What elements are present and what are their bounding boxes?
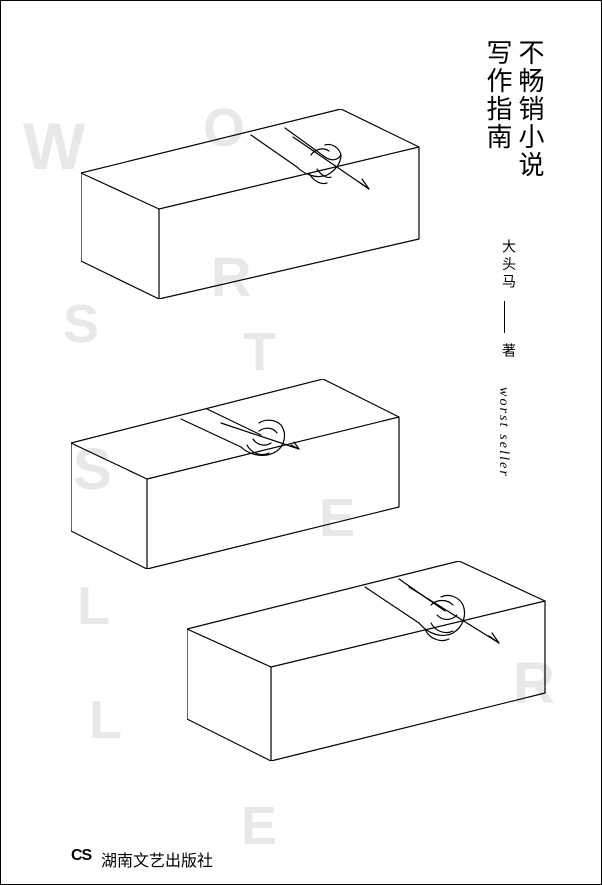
- bg-letter-t: T: [243, 325, 276, 379]
- author-name: 大头马: [497, 239, 517, 292]
- bg-letter-l: L: [89, 693, 122, 747]
- bg-letter-l: L: [77, 579, 110, 633]
- bg-letter-e: E: [241, 799, 277, 853]
- prism-hand-3: [187, 561, 547, 761]
- prism-hand-1: [81, 109, 421, 299]
- title-line2: 写作指南: [479, 39, 516, 151]
- publisher-logo: CS: [71, 847, 91, 865]
- bg-letter-w: W: [23, 113, 85, 179]
- bg-letter-s: S: [63, 297, 99, 351]
- title-line1: 不畅销小说: [511, 39, 548, 179]
- author-role: 著: [497, 343, 517, 361]
- author-divider: [504, 301, 505, 333]
- publisher-text: 湖南文艺出版社: [101, 847, 213, 871]
- prism-hand-2: [71, 379, 401, 569]
- subtitle: worst seller: [495, 387, 511, 478]
